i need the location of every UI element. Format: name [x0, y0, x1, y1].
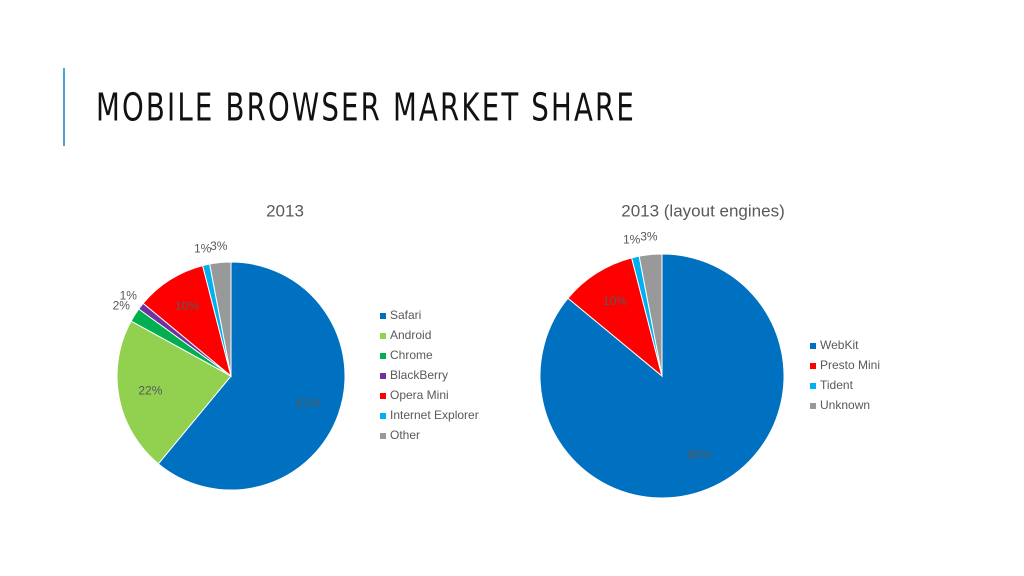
legend-label: Presto Mini [820, 358, 880, 372]
legend-swatch [380, 313, 386, 319]
legend-swatch [380, 373, 386, 379]
legend-label: Safari [390, 308, 421, 322]
legend-label: Internet Explorer [390, 408, 479, 422]
pie-slice [638, 253, 663, 377]
legend-swatch [380, 333, 386, 339]
legend-swatch [810, 383, 816, 389]
legend-label: Chrome [390, 348, 433, 362]
pie-slice [209, 261, 232, 377]
legend-swatch [810, 363, 816, 369]
legend-label: Opera Mini [390, 388, 449, 402]
data-label: 1% [194, 241, 212, 255]
legend-swatch [810, 403, 816, 409]
pie-slice [116, 320, 232, 465]
data-label: 3% [210, 239, 228, 253]
data-label: 10% [175, 299, 199, 313]
data-label: 3% [640, 230, 658, 244]
legend-label: Tident [820, 378, 854, 392]
pie-slice [142, 264, 232, 378]
slide-title: MOBILE BROWSER MARKET SHARE [96, 86, 636, 130]
legend-swatch [380, 353, 386, 359]
legend-label: BlackBerry [390, 368, 448, 382]
data-label: 61% [296, 396, 320, 410]
legend-label: Android [390, 328, 431, 342]
data-label: 10% [603, 294, 627, 308]
data-label: 1% [623, 232, 641, 246]
data-label: 86% [687, 448, 711, 462]
legend-swatch [810, 343, 816, 349]
chart-title: 2013 [266, 201, 304, 220]
legend-swatch [380, 433, 386, 439]
pie-slice [157, 261, 346, 491]
legend-swatch [380, 393, 386, 399]
data-label: 2% [113, 299, 131, 313]
chart-title: 2013 (layout engines) [621, 201, 785, 220]
legend-label: Unknown [820, 398, 870, 412]
data-label: 1% [120, 289, 138, 303]
legend-swatch [380, 413, 386, 419]
pie-slice [567, 257, 663, 378]
data-label: 22% [138, 384, 162, 398]
legend-label: WebKit [820, 338, 859, 352]
legend-label: Other [390, 428, 420, 442]
